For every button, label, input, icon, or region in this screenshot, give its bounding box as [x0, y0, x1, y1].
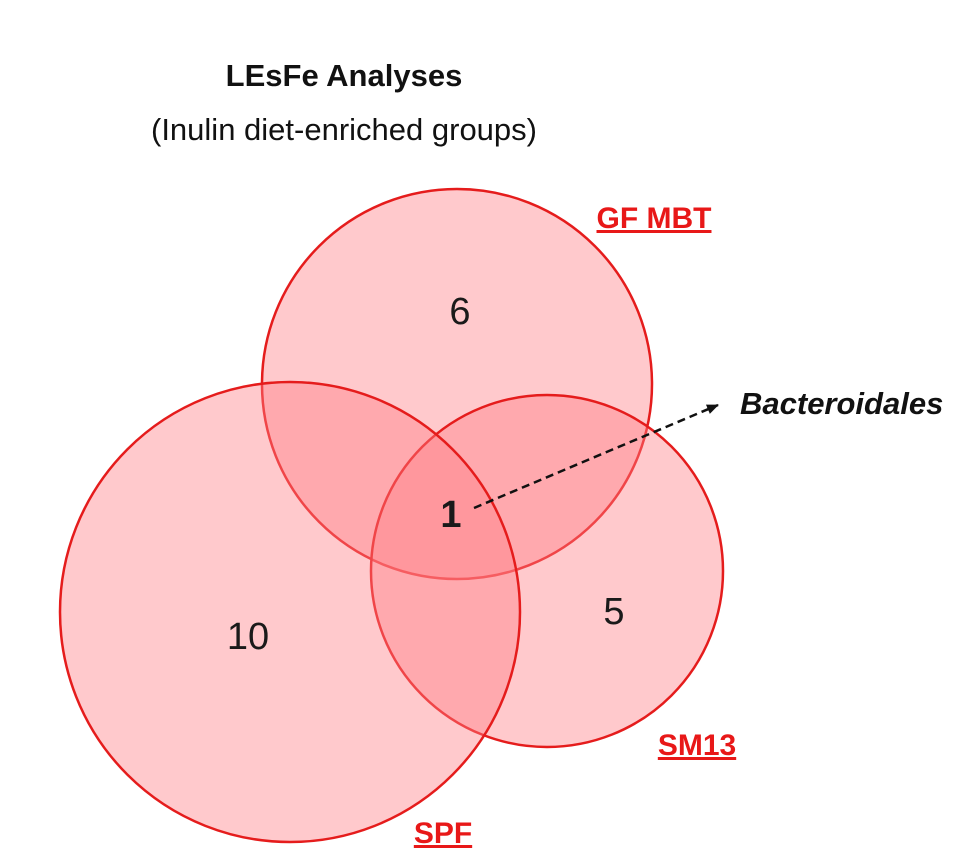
count-sm13-only: 5 [603, 591, 624, 633]
circle-sm13 [369, 393, 725, 749]
annotation-arrow [473, 403, 719, 510]
set-label-sm13: SM13 [658, 729, 736, 762]
count-gf-mbt-only: 6 [449, 291, 470, 333]
set-label-gf-mbt: GF MBT [597, 202, 712, 235]
circle-spf [58, 380, 522, 844]
diagram-subtitle: (Inulin diet-enriched groups) [151, 112, 537, 147]
set-label-spf: SPF [414, 817, 472, 850]
count-all-three: 1 [440, 494, 461, 536]
annotation-label: Bacteroidales [740, 386, 943, 421]
diagram-title: LEsFe Analyses [225, 58, 463, 93]
count-spf-only: 10 [227, 616, 269, 658]
